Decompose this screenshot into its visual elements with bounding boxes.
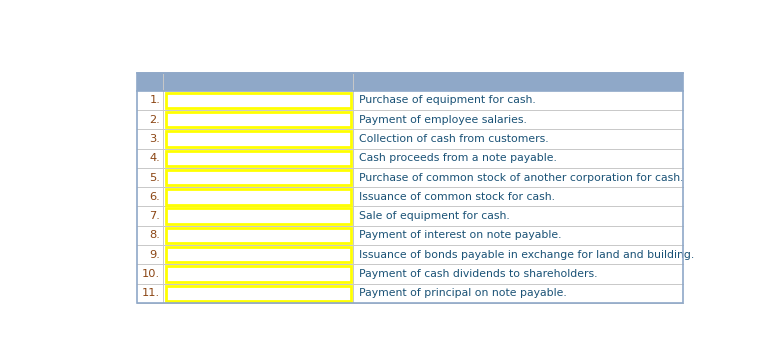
Text: Payment of employee salaries.: Payment of employee salaries.	[359, 115, 527, 125]
Text: 4.: 4.	[149, 153, 160, 163]
Text: Payment of interest on note payable.: Payment of interest on note payable.	[359, 230, 561, 240]
Bar	[137, 187, 683, 206]
Text: 10.: 10.	[142, 269, 160, 279]
Text: Payment of principal on note payable.: Payment of principal on note payable.	[359, 288, 567, 298]
Text: 2.: 2.	[149, 115, 160, 125]
Bar	[137, 264, 683, 284]
Text: Cash proceeds from a note payable.: Cash proceeds from a note payable.	[359, 153, 557, 163]
Text: Sale of equipment for cash.: Sale of equipment for cash.	[359, 211, 510, 221]
Bar	[166, 131, 350, 147]
Bar	[137, 110, 683, 129]
Bar	[166, 266, 350, 282]
Text: 9.: 9.	[149, 250, 160, 260]
Bar	[166, 209, 350, 224]
Bar	[166, 151, 350, 166]
Text: 6.: 6.	[149, 192, 160, 202]
Bar	[137, 206, 683, 226]
Bar	[137, 149, 683, 168]
Text: 1.: 1.	[149, 95, 160, 105]
Bar	[166, 189, 350, 204]
Text: 11.: 11.	[142, 288, 160, 298]
Bar	[137, 284, 683, 303]
Text: 7.: 7.	[149, 211, 160, 221]
Text: Payment of cash dividends to shareholders.: Payment of cash dividends to shareholder…	[359, 269, 597, 279]
Text: 3.: 3.	[149, 134, 160, 144]
Text: 8.: 8.	[149, 230, 160, 240]
Bar	[166, 170, 350, 185]
Bar	[137, 73, 683, 303]
Bar	[137, 129, 683, 149]
Bar	[166, 112, 350, 128]
Text: Purchase of common stock of another corporation for cash.: Purchase of common stock of another corp…	[359, 173, 683, 182]
Bar	[166, 247, 350, 262]
Bar	[166, 285, 350, 301]
Bar	[137, 91, 683, 110]
Bar	[137, 226, 683, 245]
Bar	[137, 73, 683, 91]
Text: Issuance of common stock for cash.: Issuance of common stock for cash.	[359, 192, 555, 202]
Bar	[166, 93, 350, 108]
Text: Purchase of equipment for cash.: Purchase of equipment for cash.	[359, 95, 536, 105]
Text: Collection of cash from customers.: Collection of cash from customers.	[359, 134, 549, 144]
Text: 5.: 5.	[149, 173, 160, 182]
Bar	[166, 228, 350, 243]
Text: Issuance of bonds payable in exchange for land and building.: Issuance of bonds payable in exchange fo…	[359, 250, 694, 260]
Bar	[137, 245, 683, 264]
Bar	[137, 168, 683, 187]
